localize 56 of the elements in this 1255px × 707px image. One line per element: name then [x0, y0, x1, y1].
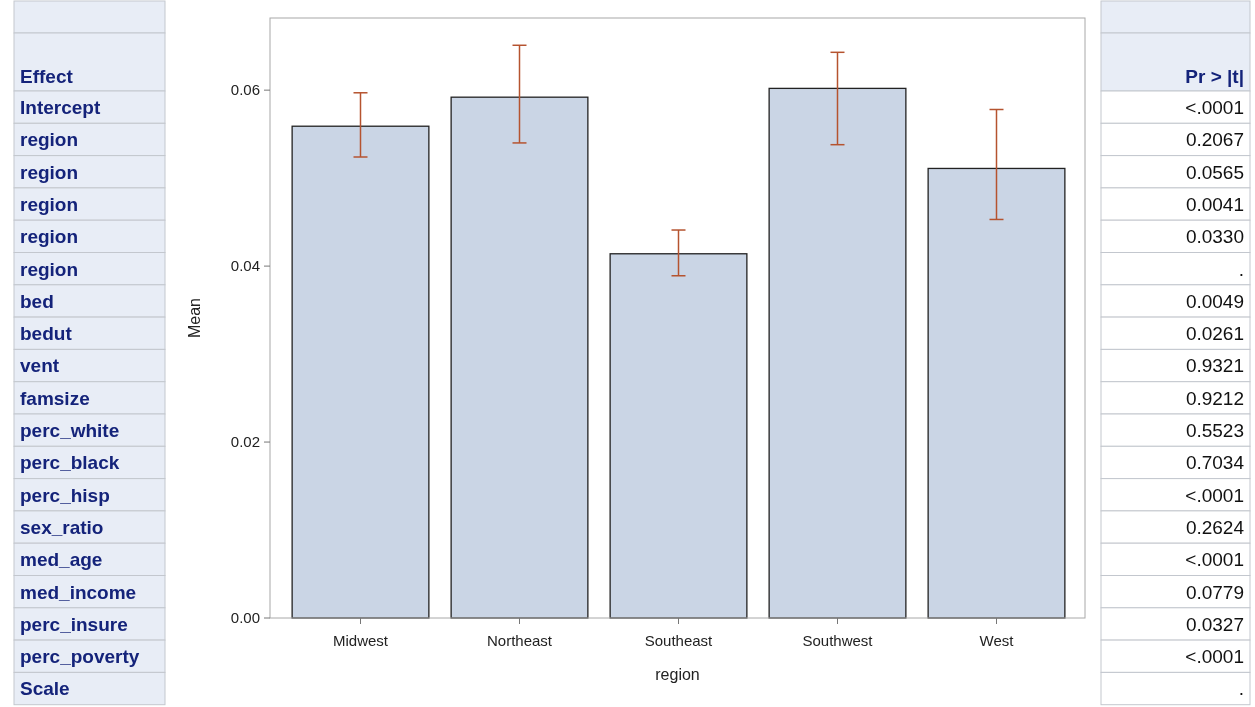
y-tick-label: 0.00 [230, 609, 260, 626]
text: famsize [20, 387, 90, 409]
text: <.0001 [1185, 97, 1244, 118]
text: 0.0049 [1185, 290, 1244, 312]
text: Intercept [20, 97, 101, 118]
text: med_age [20, 549, 103, 571]
text: . [1238, 258, 1244, 280]
text: perc_insure [20, 613, 128, 635]
y-tick-label: 0.04 [230, 257, 260, 275]
text: sex_ratio [20, 516, 104, 538]
text: perc_white [20, 420, 120, 441]
bar [609, 253, 748, 619]
x-tick-label: Northeast [486, 632, 553, 649]
text: 0.0327 [1185, 613, 1244, 635]
bar [291, 125, 430, 619]
x-tick-label: Southwest [802, 632, 874, 649]
text: Scale [20, 678, 70, 700]
text: med_income [20, 581, 137, 603]
text: region [20, 161, 79, 183]
text: region [20, 258, 79, 280]
text: perc_hisp [20, 484, 110, 506]
text: <.0001 [1185, 484, 1244, 506]
x-tick-label: West [979, 632, 1015, 649]
bar [450, 96, 589, 619]
text: region [20, 193, 79, 215]
x-tick-label: Midwest [332, 632, 389, 649]
text: region [20, 129, 79, 151]
text: perc_poverty [20, 646, 140, 668]
text: 0.7034 [1185, 452, 1245, 474]
text: 0.0565 [1185, 161, 1244, 183]
text: <.0001 [1185, 646, 1244, 668]
text: 0.9321 [1185, 355, 1244, 377]
x-axis-title: region [655, 666, 700, 683]
text: 0.0041 [1185, 193, 1244, 215]
text: vent [20, 355, 60, 377]
text: 0.0261 [1185, 323, 1244, 345]
text: . [1238, 678, 1244, 700]
text: perc_black [20, 452, 120, 474]
text: bed [20, 290, 54, 312]
text: 0.2624 [1185, 516, 1245, 538]
bar [768, 87, 907, 619]
text: 0.2067 [1185, 129, 1244, 151]
y-tick-label: 0.06 [230, 81, 260, 99]
text: <.0001 [1185, 549, 1244, 571]
x-tick-label: Southeast [644, 632, 714, 649]
text: Pr > |t| [1185, 66, 1244, 87]
text: 0.0779 [1185, 581, 1244, 603]
text: bedut [20, 323, 73, 345]
y-axis-title: Mean [186, 297, 203, 339]
text: 0.5523 [1185, 420, 1244, 441]
text: 0.0330 [1185, 226, 1244, 248]
bar [927, 167, 1066, 619]
y-tick-label: 0.02 [230, 433, 260, 451]
text: Effect [20, 66, 74, 87]
text: 0.9212 [1185, 387, 1244, 409]
text: region [20, 226, 79, 248]
